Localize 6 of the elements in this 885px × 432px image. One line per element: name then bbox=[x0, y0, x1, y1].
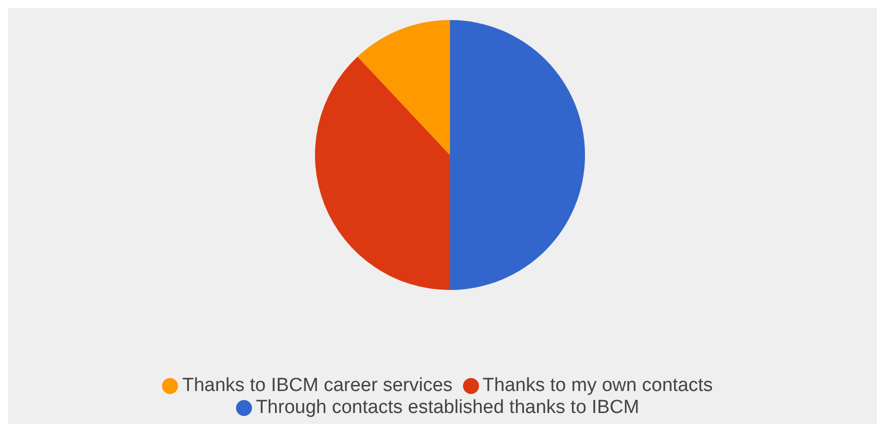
legend-label: Thanks to my own contacts bbox=[482, 375, 713, 396]
legend-label: Thanks to IBCM career services bbox=[182, 375, 453, 396]
pie-slice bbox=[358, 20, 450, 155]
pie-slice bbox=[315, 56, 450, 290]
legend-label: Through contacts established thanks to IBCM bbox=[256, 397, 640, 418]
pie-slice bbox=[450, 20, 585, 290]
